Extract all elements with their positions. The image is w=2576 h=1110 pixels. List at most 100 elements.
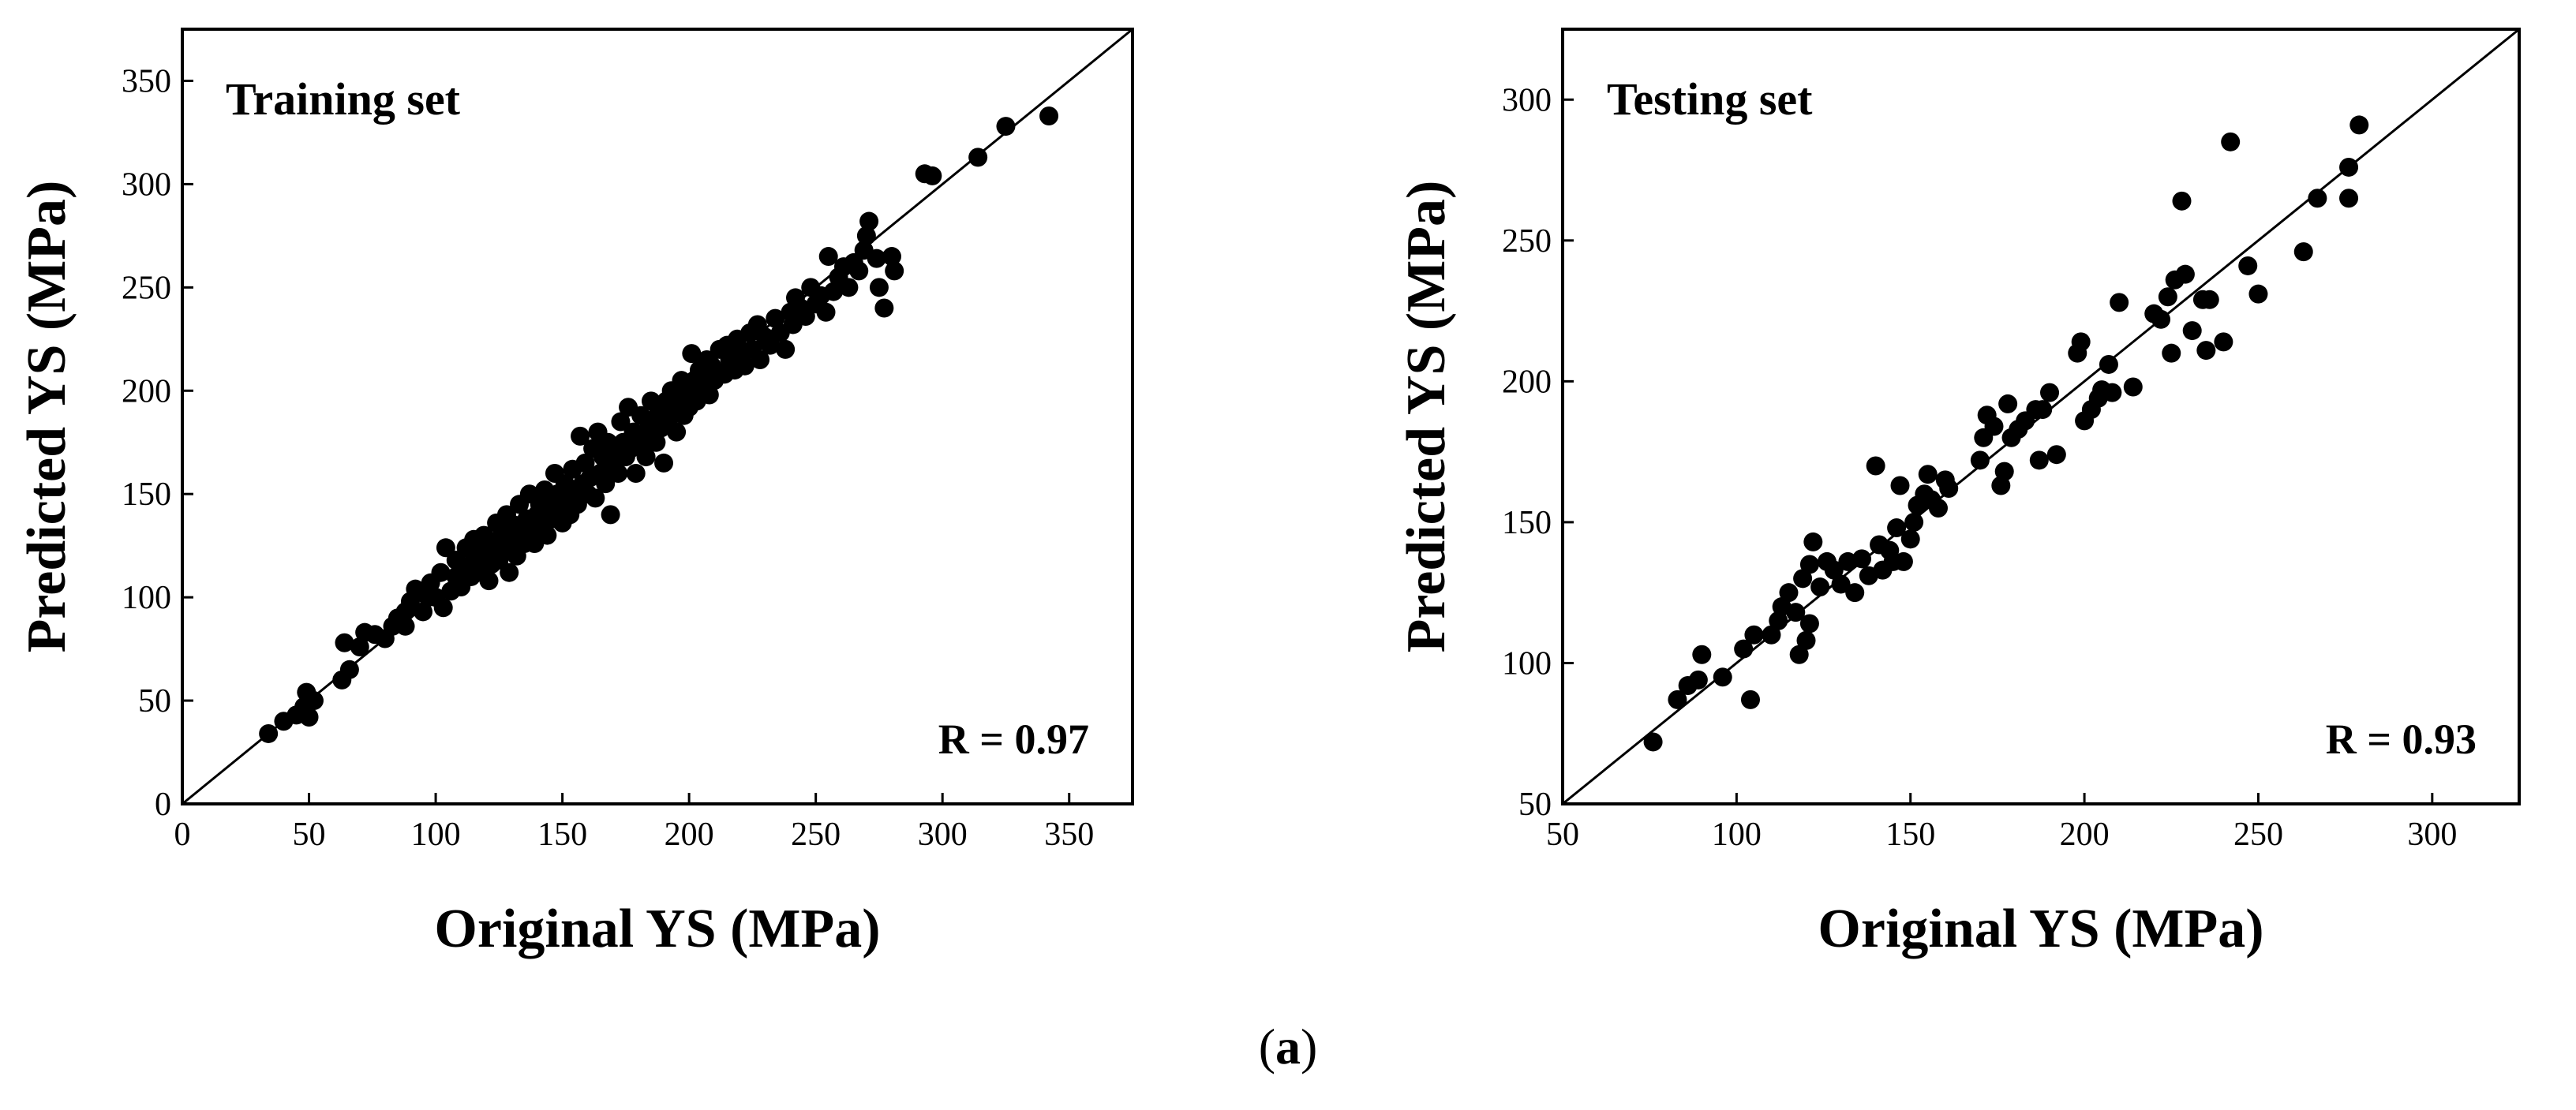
data-point bbox=[2110, 293, 2129, 312]
x-axis-ticks: 0 50 100 150 200 250 300 350 bbox=[174, 793, 1094, 853]
y-tick-label: 250 bbox=[122, 270, 171, 306]
data-point bbox=[1893, 551, 1913, 571]
data-point bbox=[2172, 191, 2192, 211]
data-point bbox=[1918, 465, 1938, 484]
y-tick-label: 0 bbox=[155, 787, 171, 823]
data-point bbox=[646, 432, 666, 452]
data-point bbox=[869, 278, 889, 297]
data-point bbox=[1852, 549, 1872, 569]
data-point bbox=[1810, 577, 1830, 597]
y-axis-ticks: 50 100 150 200 250 300 bbox=[1502, 82, 1574, 823]
x-tick-label: 50 bbox=[1546, 817, 1579, 853]
data-point bbox=[1890, 476, 1910, 495]
data-point bbox=[859, 211, 879, 231]
data-point bbox=[2238, 256, 2258, 275]
plot-area-frame bbox=[1561, 28, 2521, 805]
data-points bbox=[1643, 115, 2369, 752]
data-point bbox=[1970, 450, 1990, 470]
data-point bbox=[1803, 532, 1823, 551]
data-point bbox=[1984, 417, 2004, 436]
data-point bbox=[1744, 625, 1764, 645]
data-point bbox=[2214, 332, 2233, 352]
data-point bbox=[1796, 630, 1816, 650]
x-tick-label: 150 bbox=[1885, 817, 1935, 853]
data-point bbox=[923, 166, 942, 185]
data-point bbox=[1887, 518, 1907, 538]
data-point bbox=[2349, 115, 2369, 135]
x-tick-label: 150 bbox=[537, 817, 587, 853]
x-tick-label: 300 bbox=[2407, 817, 2457, 853]
testing-set-plot: 50 100 150 200 250 300 50 100 150 200 250 300 Test… bbox=[1396, 28, 2521, 959]
data-point bbox=[479, 571, 499, 591]
x-tick-label: 200 bbox=[665, 817, 714, 853]
y-tick-label: 200 bbox=[122, 373, 171, 409]
y-axis-title: Predicted YS (MPa) bbox=[1396, 181, 1457, 653]
y-axis-title: Predicted YS (MPa) bbox=[17, 181, 77, 653]
data-point bbox=[2151, 309, 2171, 329]
plot-area-frame bbox=[181, 28, 1134, 805]
data-point bbox=[816, 302, 836, 322]
data-point bbox=[874, 298, 894, 318]
data-point bbox=[1900, 529, 1920, 549]
data-point bbox=[1786, 603, 1806, 622]
data-point bbox=[667, 422, 687, 442]
data-point bbox=[1866, 456, 1885, 476]
data-point bbox=[611, 412, 631, 432]
y-tick-label: 50 bbox=[1518, 787, 1552, 823]
data-point bbox=[735, 356, 754, 376]
correlation-label: R = 0.97 bbox=[938, 716, 1089, 763]
data-points bbox=[259, 106, 1059, 743]
data-point bbox=[575, 453, 595, 473]
data-point bbox=[699, 385, 719, 405]
data-point bbox=[776, 339, 796, 359]
data-point bbox=[1789, 645, 1809, 664]
x-tick-label: 100 bbox=[411, 817, 461, 853]
data-point bbox=[2040, 383, 2060, 402]
data-point bbox=[654, 453, 674, 473]
data-point bbox=[1643, 732, 1663, 752]
y-tick-label: 250 bbox=[1502, 223, 1552, 260]
data-point bbox=[2162, 343, 2181, 363]
data-point bbox=[1740, 690, 1760, 709]
data-point bbox=[2158, 287, 2177, 307]
data-point bbox=[849, 261, 869, 281]
data-point bbox=[1845, 583, 1865, 603]
data-point bbox=[1994, 462, 2014, 481]
data-point bbox=[1799, 614, 1819, 633]
data-point bbox=[2221, 132, 2241, 151]
y-tick-label: 150 bbox=[1502, 505, 1552, 541]
data-point bbox=[2033, 400, 2053, 420]
data-point bbox=[867, 249, 886, 268]
data-point bbox=[996, 117, 1016, 136]
data-point bbox=[2175, 264, 2195, 284]
y-tick-label: 100 bbox=[122, 580, 171, 616]
figure-caption: (a) bbox=[0, 1018, 2576, 1076]
data-point bbox=[818, 247, 838, 267]
x-axis-title: Original YS (MPa) bbox=[1818, 899, 2263, 959]
x-tick-label: 100 bbox=[1712, 817, 1762, 853]
data-point bbox=[856, 226, 876, 245]
x-tick-label: 300 bbox=[918, 817, 968, 853]
data-point bbox=[1779, 583, 1799, 603]
data-point bbox=[2339, 157, 2359, 177]
data-point bbox=[2102, 383, 2122, 402]
data-point bbox=[2248, 284, 2268, 304]
data-point bbox=[968, 148, 988, 167]
data-point bbox=[414, 602, 433, 622]
data-point bbox=[1998, 394, 2018, 413]
data-point bbox=[1692, 645, 1712, 664]
data-point bbox=[766, 308, 785, 328]
data-point bbox=[1904, 512, 1924, 532]
data-point bbox=[601, 505, 620, 525]
data-point bbox=[586, 488, 605, 508]
y-tick-label: 150 bbox=[122, 477, 171, 513]
caption-close-paren: ) bbox=[1301, 1018, 1318, 1074]
data-point bbox=[500, 562, 519, 582]
data-point bbox=[626, 464, 646, 484]
data-point bbox=[1831, 574, 1851, 594]
correlation-label: R = 0.93 bbox=[2326, 716, 2477, 763]
x-tick-label: 250 bbox=[791, 817, 841, 853]
caption-label: a bbox=[1275, 1018, 1301, 1074]
data-point bbox=[2123, 377, 2143, 397]
